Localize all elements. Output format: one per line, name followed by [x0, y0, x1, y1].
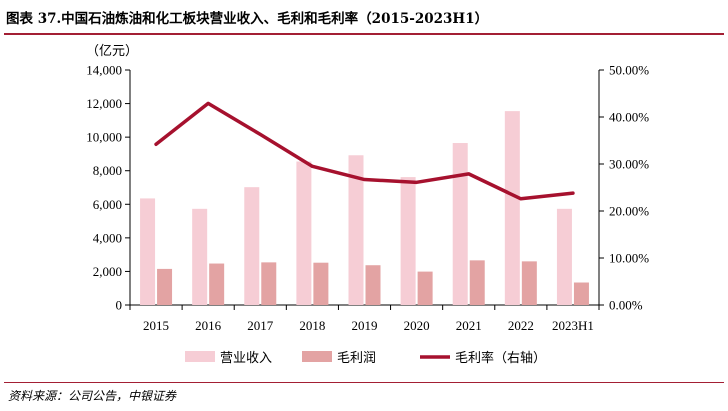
x-tick-label: 2019	[352, 318, 378, 333]
y-left-tick-label: 0	[116, 298, 123, 313]
chart-title: 图表 37.中国石油炼油和化工板块营业收入、毛利和毛利率（2015-2023H1…	[6, 11, 489, 27]
y-right-tick-label: 0.00%	[609, 298, 643, 313]
y-left-tick-label: 14,000	[86, 63, 122, 78]
y-left-tick-label: 6,000	[93, 197, 122, 212]
revenue-bar	[504, 111, 520, 305]
title-rule	[4, 33, 724, 35]
gross-profit-bar	[521, 261, 537, 305]
revenue-bar	[244, 187, 260, 305]
y-left-tick-label: 10,000	[86, 130, 122, 145]
y-left-tick-label: 12,000	[86, 96, 122, 111]
x-tick-label: 2018	[299, 318, 325, 333]
x-tick-label: 2020	[404, 318, 430, 333]
gross-profit-bar	[313, 262, 329, 305]
legend-gross-profit-swatch	[302, 351, 332, 362]
revenue-bar	[400, 177, 416, 305]
x-tick-label: 2015	[143, 318, 169, 333]
revenue-bar	[556, 208, 572, 305]
gross-profit-bar	[365, 265, 381, 305]
x-tick-label: 2023H1	[552, 318, 594, 333]
x-tick-label: 2021	[456, 318, 482, 333]
y-left-tick-label: 2,000	[93, 264, 122, 279]
x-tick-label: 2017	[247, 318, 274, 333]
gross-profit-bar	[417, 271, 433, 305]
legend-label: 营业收入	[220, 351, 272, 366]
legend-revenue-swatch	[185, 351, 215, 362]
gross-profit-bar	[261, 262, 277, 305]
gross-profit-bar	[209, 263, 225, 305]
y-right-tick-label: 10.00%	[609, 251, 649, 266]
revenue-bar	[140, 198, 156, 305]
y-right-tick-label: 40.00%	[609, 110, 649, 125]
gross-profit-bar	[157, 268, 173, 305]
y-left-tick-label: 8,000	[93, 163, 122, 178]
legend-label: 毛利率（右轴）	[455, 350, 546, 366]
x-tick-label: 2016	[195, 318, 222, 333]
revenue-bar	[348, 155, 364, 305]
y-right-tick-label: 50.00%	[609, 63, 649, 78]
source-note: 资料来源：公司公告，中银证券	[8, 389, 177, 403]
x-tick-label: 2022	[508, 318, 534, 333]
y-right-tick-label: 30.00%	[609, 157, 649, 172]
y-left-tick-label: 4,000	[93, 230, 122, 245]
y-left-unit-label: （亿元）	[86, 44, 139, 59]
gross-profit-bar	[469, 260, 485, 305]
revenue-bar	[296, 161, 312, 305]
gross-profit-bar	[573, 282, 589, 305]
y-right-tick-label: 20.00%	[609, 204, 649, 219]
revenue-bar	[452, 143, 468, 305]
footer-rule	[4, 382, 724, 383]
legend-label: 毛利润	[337, 351, 376, 366]
revenue-bar	[192, 208, 208, 305]
